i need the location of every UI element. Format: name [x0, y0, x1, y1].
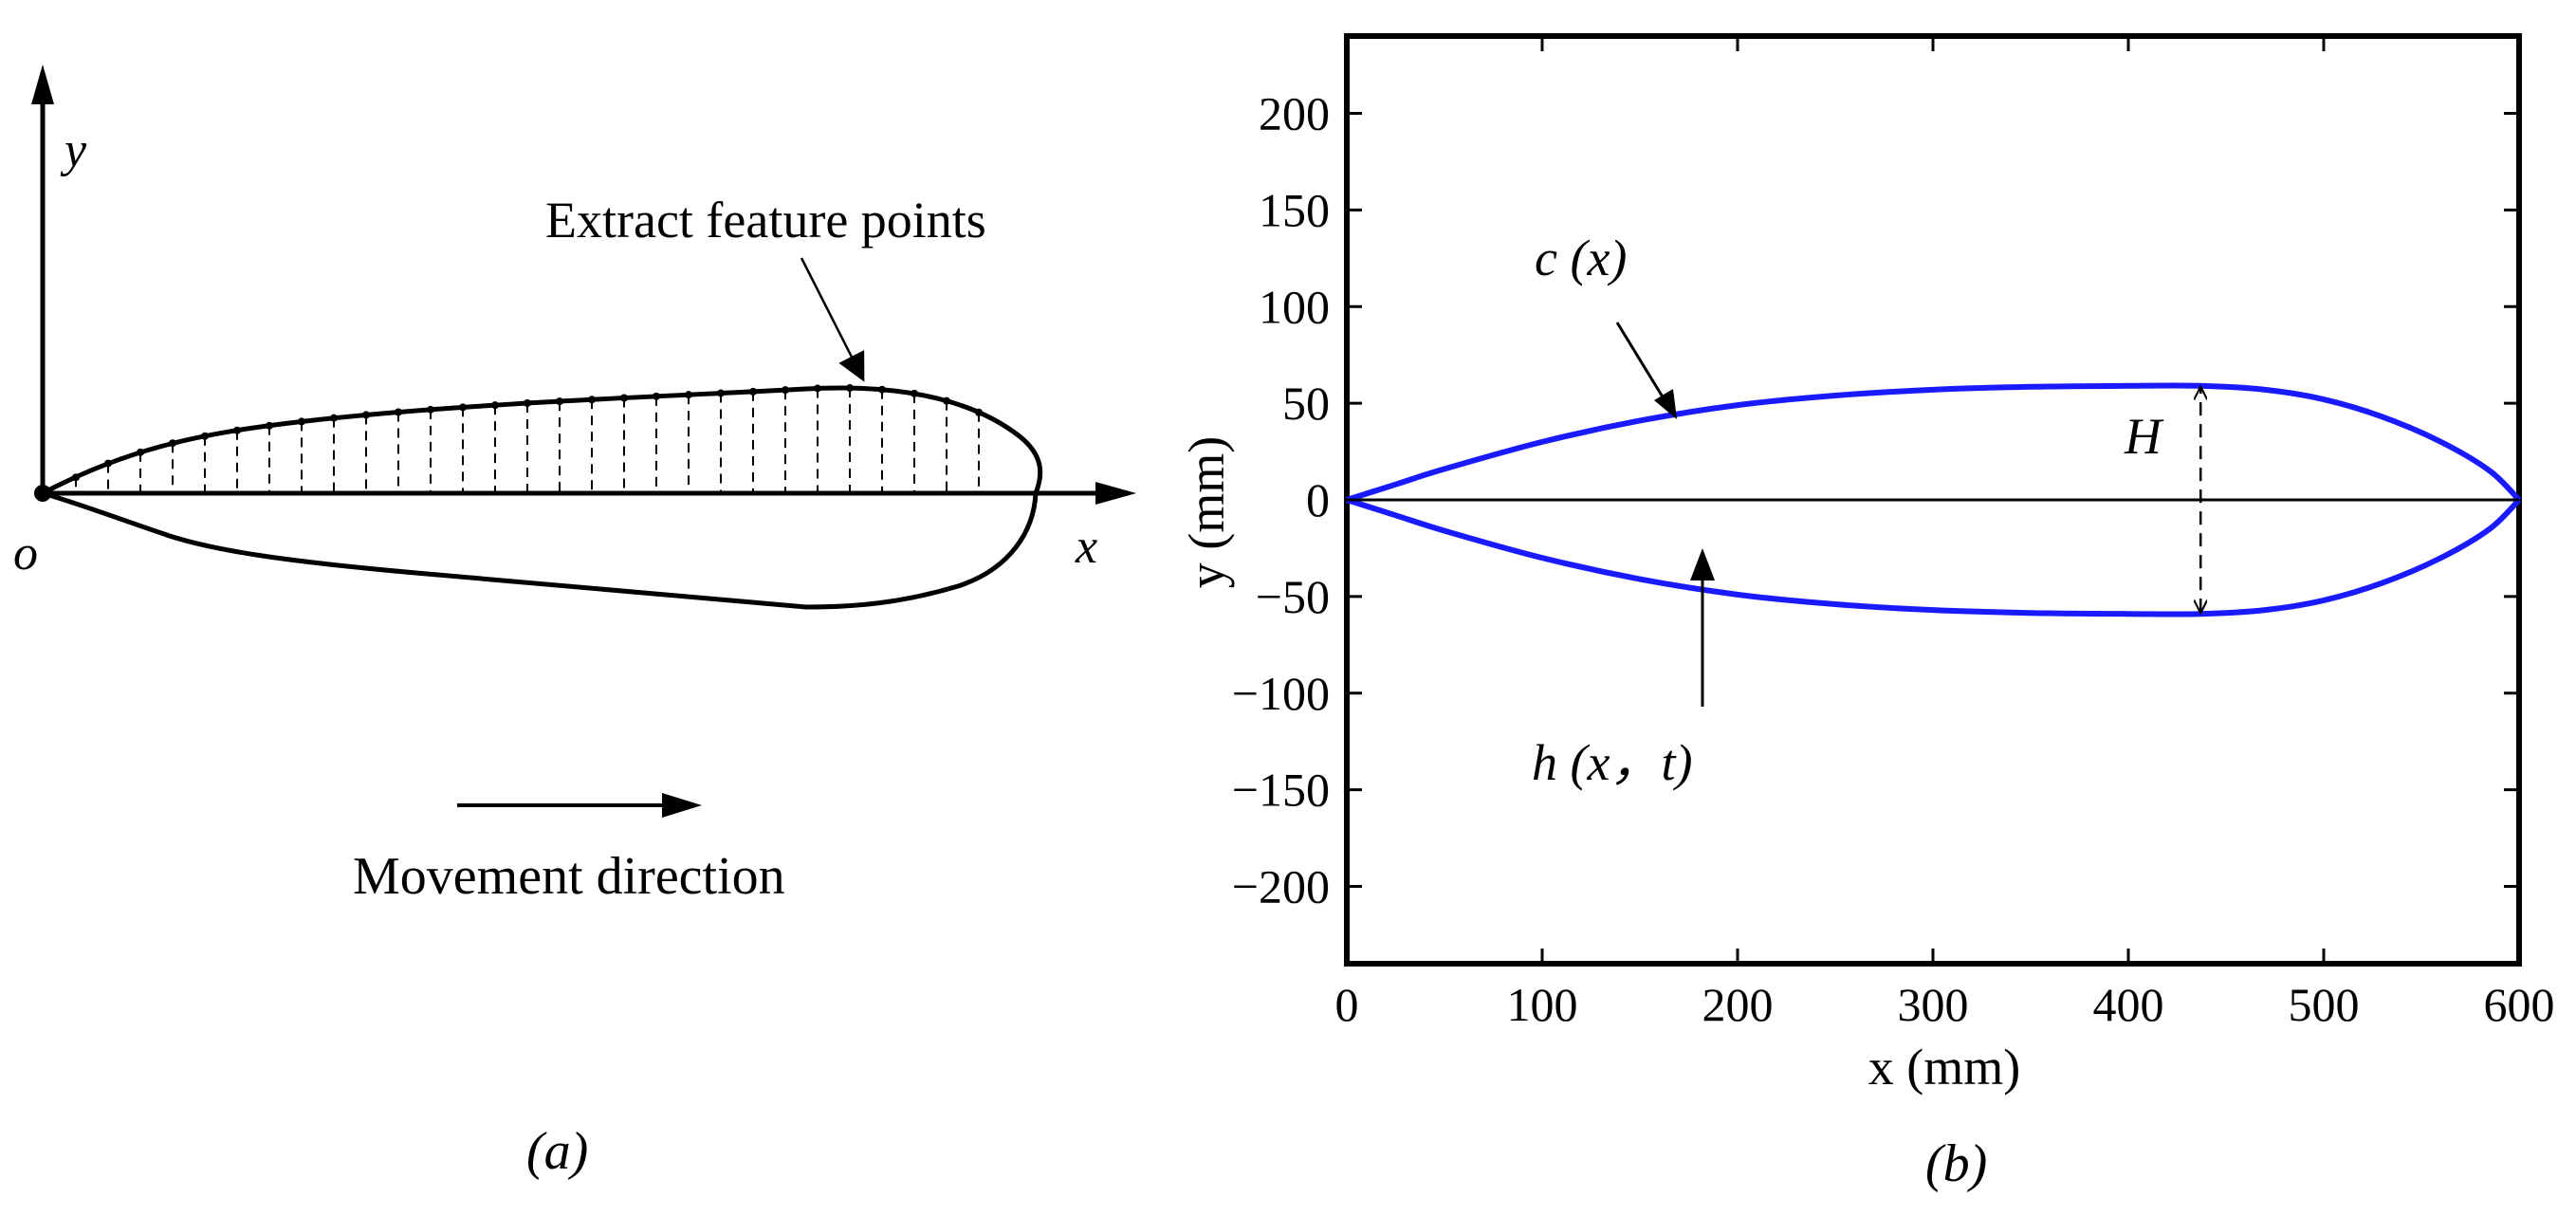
y-tick-label-7: −150 [1232, 764, 1330, 817]
axis-tick-labels: 0 100 200 300 400 500 600200150100500−50−100−1… [1232, 87, 2555, 1032]
upper-profile-series [1346, 382, 2522, 503]
movement-direction-label: Movement direction [353, 847, 785, 906]
x-tick-label-0: 0 [1335, 978, 1359, 1031]
y-tick-label-4: 0 [1306, 473, 1330, 526]
annotation-arrow [800, 257, 865, 382]
panel-a-y-axis-arrow-icon [31, 64, 54, 104]
panel-b-caption: (b) [1925, 1134, 1987, 1193]
panel-a: y x o Extract feature points Movement di… [13, 64, 1136, 1181]
y-tick-label-5: −50 [1256, 570, 1330, 623]
origin-dot [34, 485, 51, 502]
H-dimension-label: H [2124, 408, 2164, 465]
y-axis-label: y (mm) [1178, 436, 1235, 588]
y-tick-label-3: 50 [1282, 377, 1330, 430]
c-pointer-arrow [1615, 322, 1671, 409]
panel-a-x-axis-arrow-icon [1095, 482, 1136, 505]
h-pointer-arrow-head-icon [1690, 548, 1715, 580]
x-axis-label: x (mm) [1868, 1039, 2020, 1096]
x-tick-label-2: 200 [1702, 978, 1774, 1031]
y-tick-label-1: 150 [1259, 183, 1330, 236]
feature-point-hatch [72, 384, 983, 493]
x-tick-label-4: 400 [2093, 978, 2164, 1031]
x-tick-label-6: 600 [2484, 978, 2555, 1031]
x-tick-label-5: 500 [2289, 978, 2360, 1031]
x-tick-label-1: 100 [1507, 978, 1578, 1031]
lower-profile-series [1346, 497, 2522, 617]
section-profile-outline [40, 385, 1043, 610]
c-pointer-arrow-head-icon [1654, 389, 1677, 419]
y-tick-label-2: 100 [1259, 280, 1330, 333]
panel-b: 0 100 200 300 400 500 600200150100500−50−100−1… [1178, 33, 2555, 1193]
panel-a-y-label: y [60, 123, 87, 177]
y-tick-label-0: 200 [1259, 87, 1330, 140]
h-curve-label: h (x，t) [1532, 734, 1692, 791]
c-curve-label: c (x) [1535, 230, 1627, 286]
y-tick-label-8: −200 [1232, 860, 1330, 913]
panel-a-origin-label: o [13, 526, 38, 580]
movement-arrow-head-icon [662, 793, 702, 818]
panel-a-caption: (a) [526, 1122, 588, 1181]
data-series [1346, 382, 2522, 617]
panel-a-x-label: x [1075, 520, 1097, 574]
x-tick-label-3: 300 [1898, 978, 1969, 1031]
y-tick-label-6: −100 [1232, 667, 1330, 720]
feature-points-annotation: Extract feature points [545, 192, 986, 249]
